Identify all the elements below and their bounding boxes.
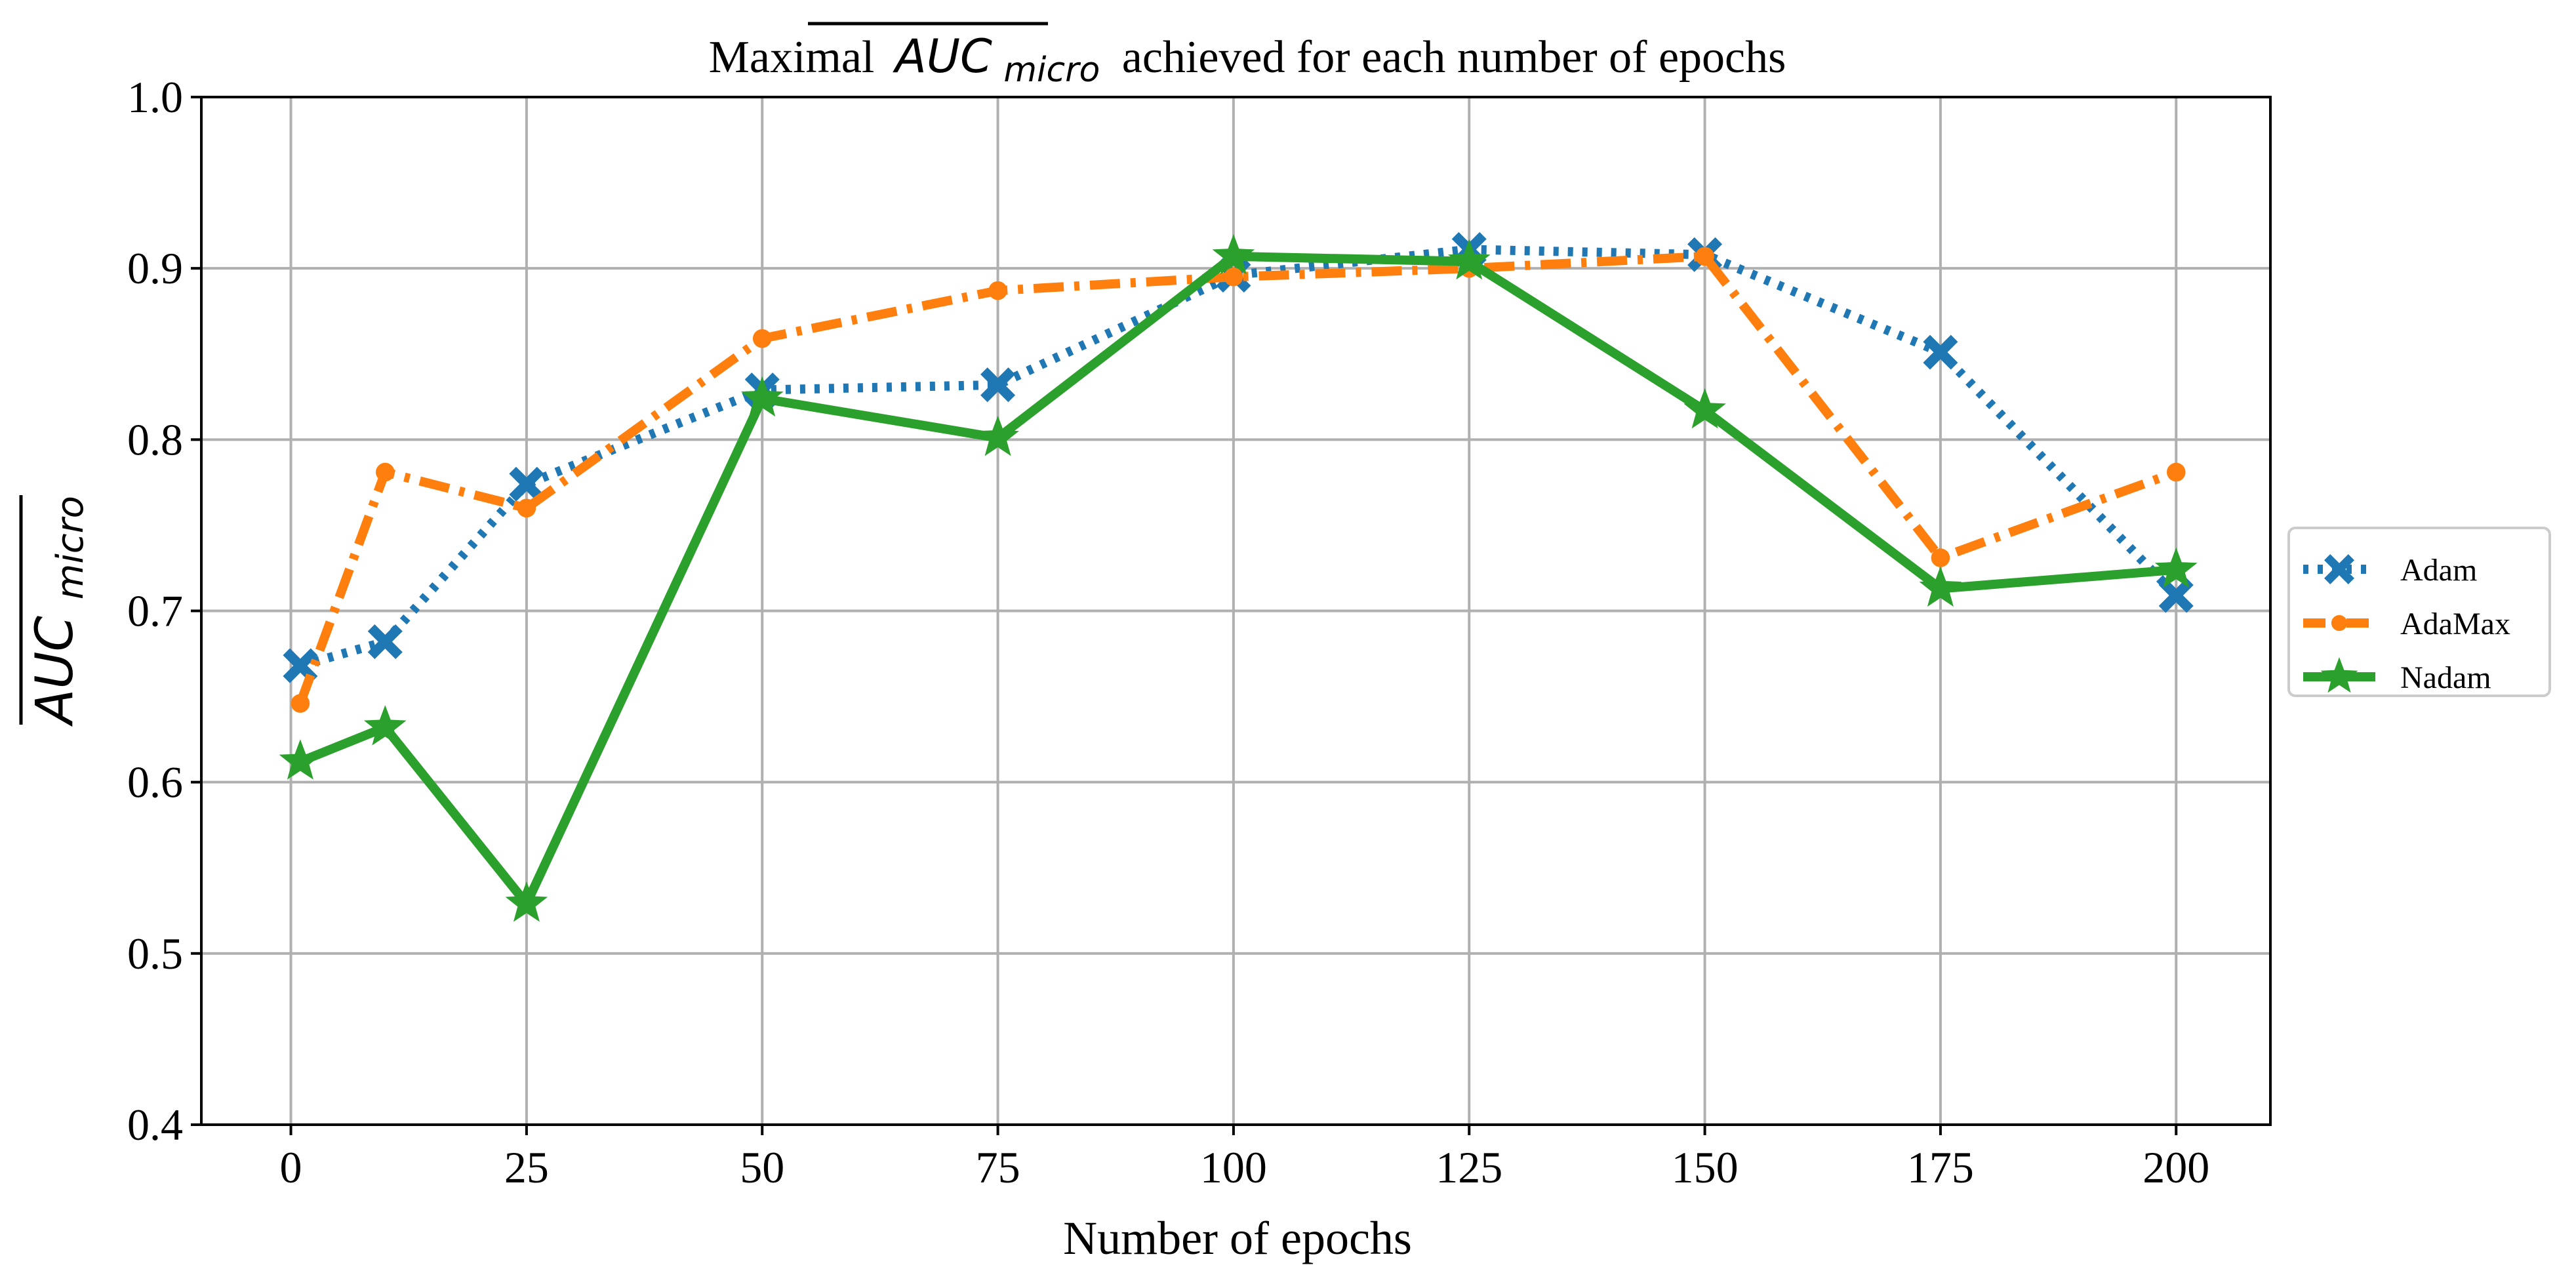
- y-axis-label-sub: micro: [49, 496, 92, 599]
- data-series: [279, 231, 2198, 922]
- marker-x-bar: [367, 624, 403, 660]
- data-point-adamax: [291, 694, 310, 713]
- data-point-nadam: [2154, 547, 2198, 588]
- data-point-adamax: [752, 329, 772, 348]
- x-tick-label: 75: [976, 1142, 1020, 1192]
- data-point-adamax: [517, 498, 536, 518]
- legend-label-nadam: Nadam: [2400, 660, 2491, 695]
- legend-marker-adamax: [2331, 614, 2348, 632]
- x-axis-label: Number of epochs: [1063, 1212, 1412, 1264]
- data-point-nadam: [1447, 239, 1491, 280]
- chart-title-suffix: achieved for each number of epochs: [1122, 32, 1786, 83]
- data-point-adamax: [1695, 247, 1714, 266]
- data-point-nadam: [279, 739, 322, 780]
- series-adamax: [291, 247, 2186, 713]
- data-point-adamax: [1931, 548, 1950, 567]
- data-point-nadam: [740, 376, 784, 417]
- series-nadam: [279, 233, 2198, 922]
- y-tick-label: 0.7: [127, 586, 183, 636]
- marker-x-bar: [1923, 334, 1958, 370]
- y-tick-label: 0.5: [127, 929, 183, 978]
- x-tick-label: 175: [1907, 1142, 1974, 1192]
- legend-label-adam: Adam: [2400, 553, 2477, 588]
- legend-marker-nadam: [2320, 657, 2358, 693]
- series-adam: [283, 231, 2194, 683]
- data-point-adam: [1923, 334, 1958, 370]
- legend-label-adamax: AdaMax: [2400, 607, 2510, 641]
- marker-x-bar: [509, 466, 544, 502]
- data-point-nadam: [1919, 566, 1962, 607]
- data-point-nadam: [363, 705, 407, 746]
- x-axis-ticks: 0 25 50 75 100 125 150 175 200: [280, 1125, 2209, 1192]
- legend: Adam AdaMax Nadam: [2287, 527, 2551, 697]
- data-point-adam: [980, 367, 1016, 403]
- chart-title-math-main: AUC: [893, 30, 992, 83]
- y-tick-label: 0.8: [127, 414, 183, 464]
- x-tick-label: 25: [504, 1142, 549, 1192]
- legend-marker-adam: [2324, 554, 2354, 584]
- y-axis-ticks: 0.4 0.5 0.6 0.7 0.8 0.9 1.0: [127, 72, 201, 1150]
- series-line-adamax: [296, 251, 2178, 705]
- legend-item-adam: Adam: [2303, 553, 2477, 588]
- data-point-nadam: [1212, 233, 1255, 275]
- data-point-adamax: [1224, 267, 1243, 287]
- marker-x-bar: [2158, 578, 2194, 613]
- x-tick-label: 50: [740, 1142, 784, 1192]
- data-point-adam: [2158, 578, 2194, 613]
- legend-box: [2287, 527, 2551, 697]
- marker-x-bar: [980, 367, 1016, 403]
- chart-title: Maximal AUC micro achieved for each numb…: [709, 30, 1786, 92]
- data-point-adam: [283, 648, 318, 683]
- data-point-adamax: [2166, 462, 2186, 482]
- series-line-adam: [298, 245, 2180, 670]
- svg-text:AUC micro: AUC micro: [26, 496, 92, 727]
- series-line-nadam: [298, 251, 2177, 909]
- marker-x-bar: [283, 648, 318, 683]
- legend-item-adamax: AdaMax: [2303, 607, 2510, 641]
- x-tick-label: 0: [280, 1142, 302, 1192]
- data-point-nadam: [976, 415, 1019, 456]
- data-point-adam: [509, 466, 544, 502]
- chart-title-math-sub: micro: [1003, 50, 1100, 90]
- legend-item-nadam: Nadam: [2303, 657, 2491, 695]
- y-axis-label-main: AUC: [26, 616, 85, 727]
- y-axis-label: AUC micro: [19, 495, 92, 727]
- x-tick-label: 150: [1672, 1142, 1739, 1192]
- data-point-adamax: [375, 462, 395, 482]
- y-tick-label: 0.9: [127, 243, 183, 293]
- data-point-nadam: [505, 881, 548, 922]
- x-tick-label: 100: [1200, 1142, 1267, 1192]
- x-tick-label: 125: [1436, 1142, 1502, 1192]
- marker-x-bar: [2324, 554, 2354, 584]
- data-point-nadam: [1683, 388, 1726, 429]
- y-tick-label: 0.4: [127, 1100, 183, 1150]
- data-point-adam: [367, 624, 403, 660]
- y-tick-label: 0.6: [127, 757, 183, 807]
- x-tick-label: 200: [2143, 1142, 2209, 1192]
- data-point-adamax: [988, 281, 1007, 300]
- chart-title-prefix: Maximal: [709, 32, 875, 83]
- y-tick-label: 1.0: [127, 72, 183, 122]
